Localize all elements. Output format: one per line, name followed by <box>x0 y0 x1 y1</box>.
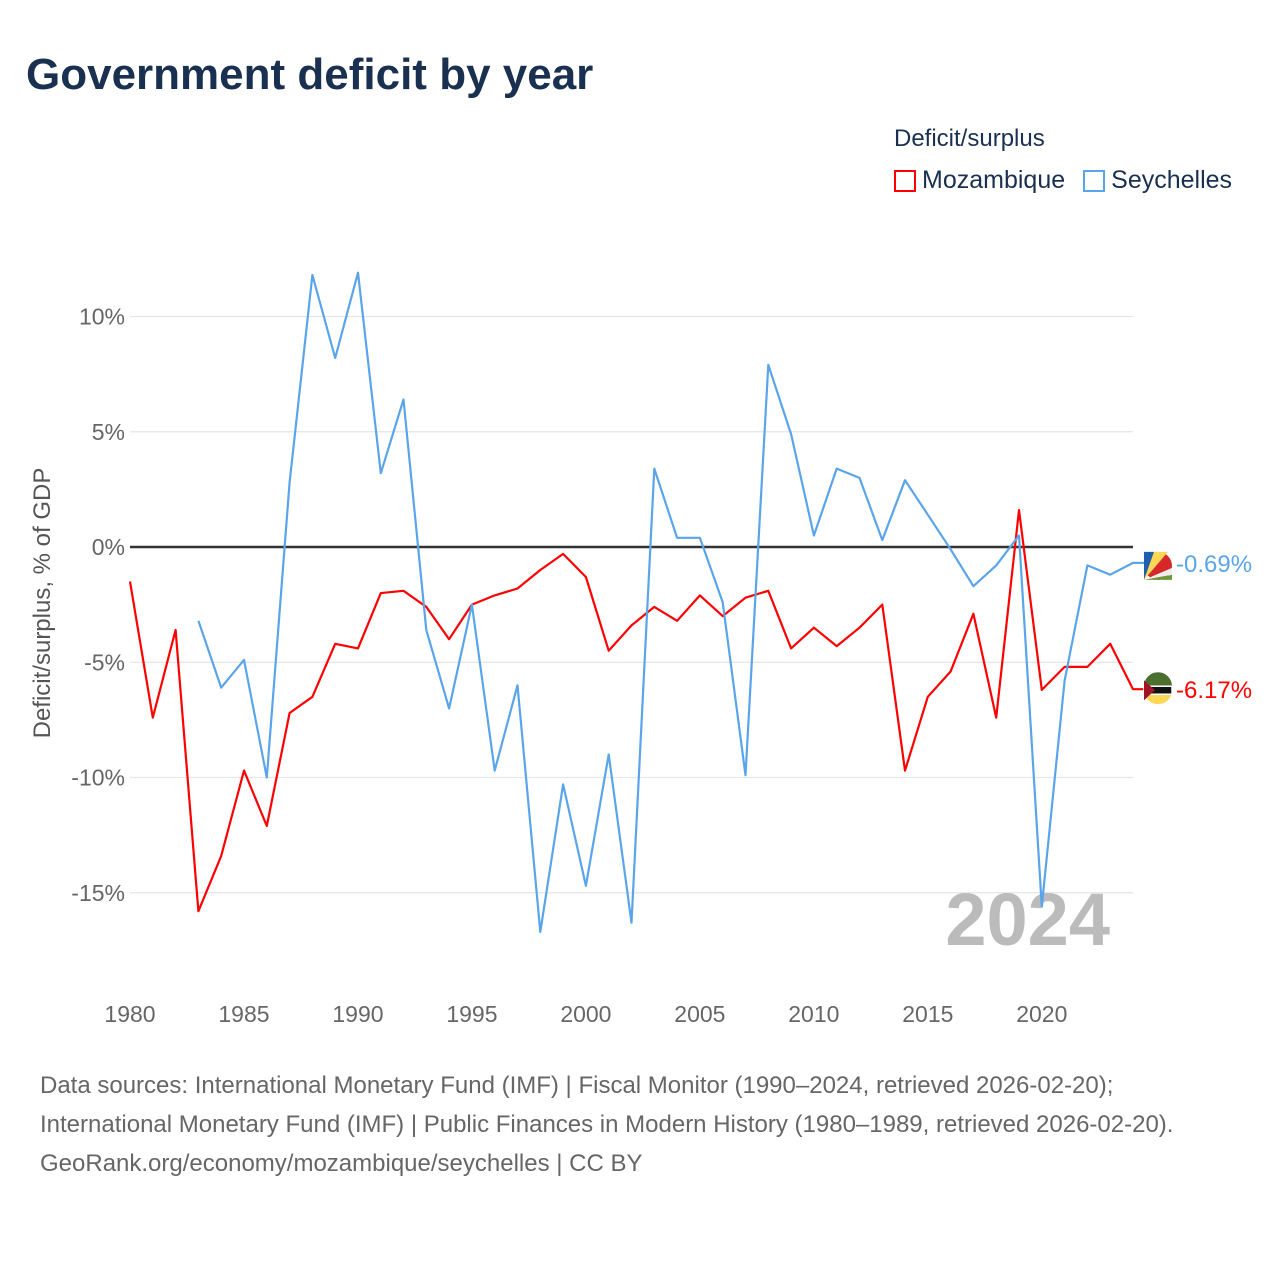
legend-item-mozambique[interactable]: Mozambique <box>894 166 1065 195</box>
x-tick-label: 2015 <box>902 1001 953 1027</box>
y-tick-label: -10% <box>71 765 125 791</box>
flag-green <box>1144 672 1172 687</box>
series-line-seychelles <box>197 271 1145 934</box>
x-tick-label: 1980 <box>104 1001 155 1027</box>
x-tick-label: 2010 <box>788 1001 839 1027</box>
y-tick-label: 0% <box>92 534 125 560</box>
legend-label: Seychelles <box>1111 166 1233 194</box>
source-text: Data sources: International Monetary Fun… <box>40 1072 1174 1138</box>
flag-white <box>1144 567 1172 580</box>
flag-seychelles-icon <box>1144 551 1172 580</box>
sources: Data sources: International Monetary Fun… <box>40 1066 1240 1183</box>
legend-item-seychelles[interactable]: Seychelles <box>1083 166 1232 195</box>
y-tick-label: 5% <box>92 419 125 445</box>
year-watermark: 2024 <box>945 878 1110 961</box>
legend: Mozambique Seychelles <box>894 166 1232 195</box>
chart-title: Government deficit by year <box>26 50 594 99</box>
x-tick-label: 2000 <box>560 1001 611 1027</box>
y-tick-label: -15% <box>71 880 125 906</box>
x-tick-label: 1990 <box>332 1001 383 1027</box>
flag-mozambique-icon <box>1143 672 1173 705</box>
y-tick-label: -5% <box>84 649 125 675</box>
end-label-seychelles: -0.69% <box>1176 551 1252 578</box>
legend-swatch-seychelles <box>1083 169 1106 192</box>
flag-red <box>1144 680 1155 701</box>
legend-label: Mozambique <box>922 166 1066 194</box>
flag-green <box>1144 574 1172 580</box>
line-chart: 10% 5% 0% -5% -10% -15% 1980 1985 1990 1995 2000 20… <box>29 271 1252 1027</box>
legend-title: Deficit/surplus <box>894 125 1045 152</box>
y-axis-label: Deficit/surplus, % of GDP <box>29 468 56 739</box>
x-tick-label: 2020 <box>1016 1001 1067 1027</box>
end-label-mozambique: -6.17% <box>1176 677 1252 704</box>
legend-swatch-mozambique <box>894 169 916 192</box>
series-line-mozambique <box>128 509 1145 913</box>
x-tick-label: 1995 <box>446 1001 497 1027</box>
x-tick-label: 1985 <box>218 1001 269 1027</box>
x-tick-label: 2005 <box>674 1001 725 1027</box>
y-tick-label: 10% <box>79 304 125 330</box>
flag-yellow <box>1144 551 1168 580</box>
source-link[interactable]: GeoRank.org/economy/mozambique/seychelle… <box>40 1150 643 1177</box>
